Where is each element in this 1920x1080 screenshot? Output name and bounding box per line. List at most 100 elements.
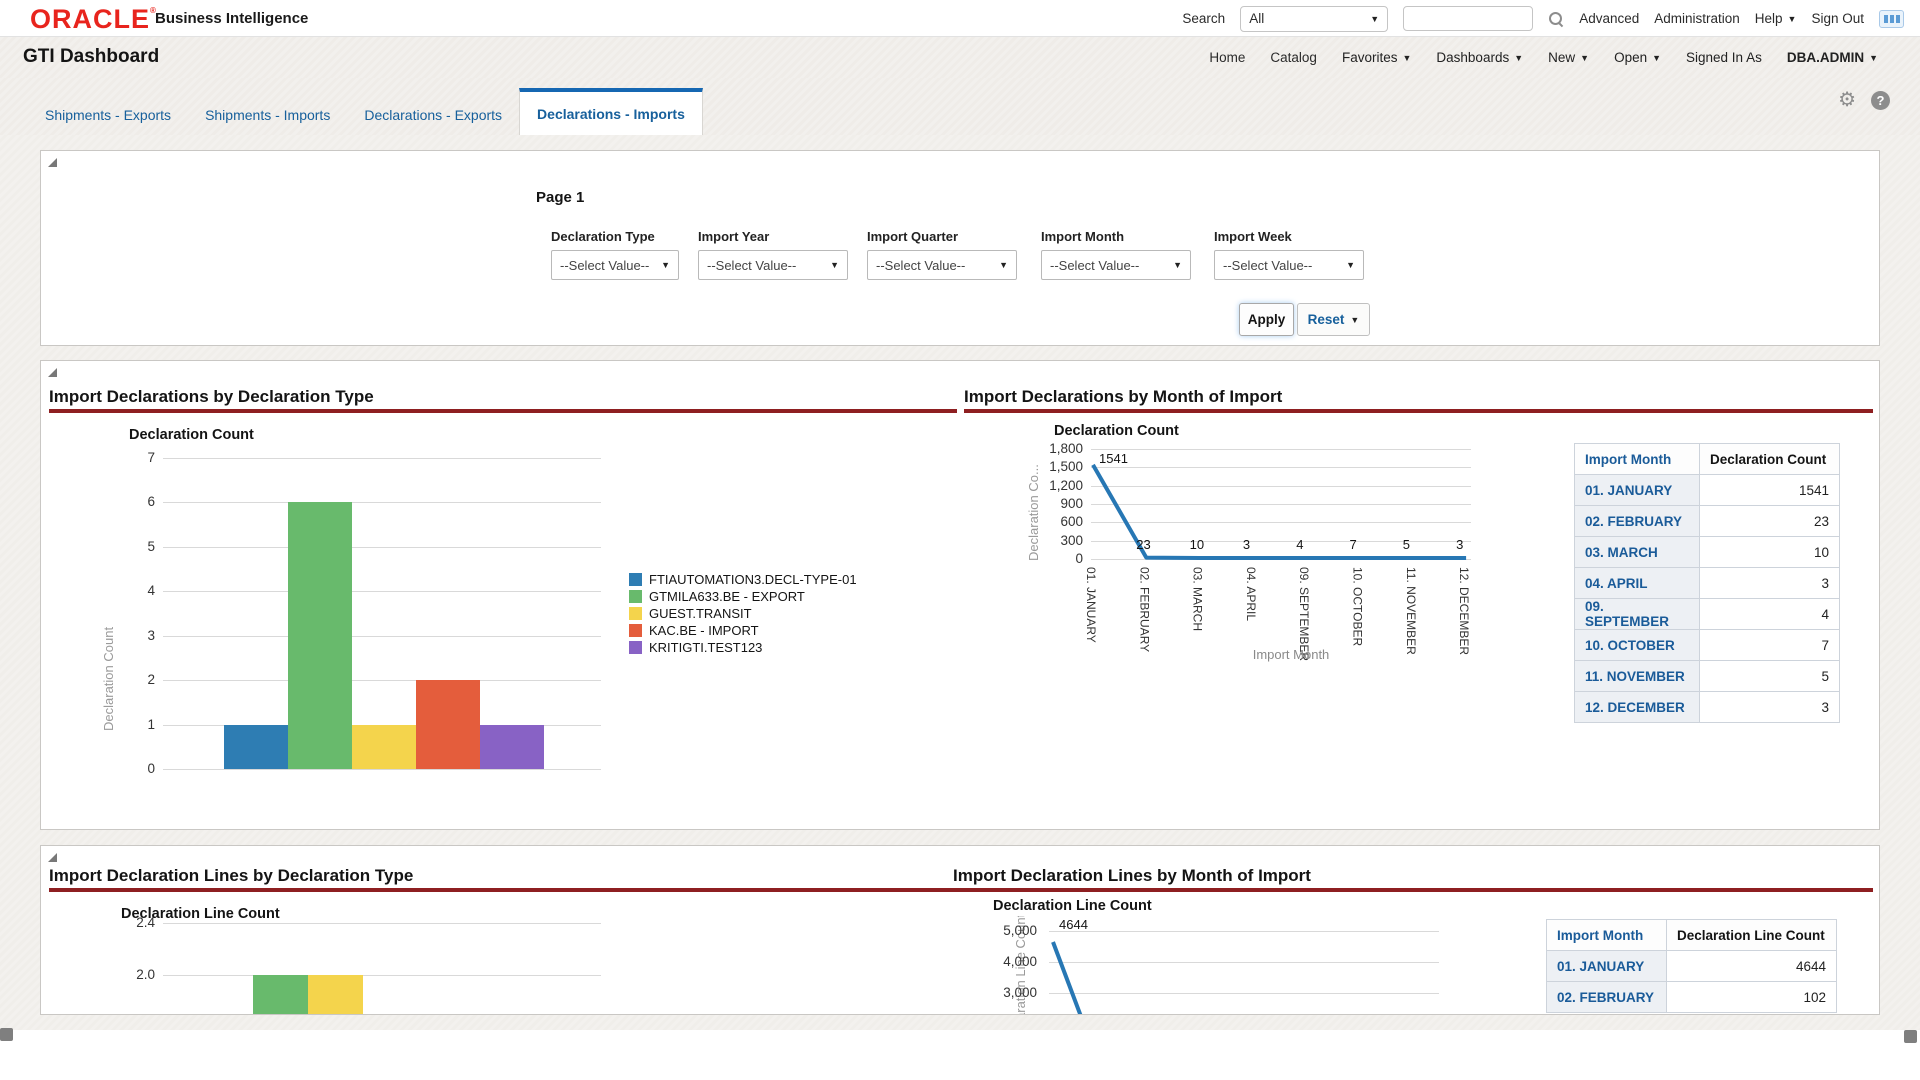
- x-tick-label: 03. MARCH: [1190, 567, 1205, 632]
- filter-select-import-quarter[interactable]: --Select Value--: [867, 250, 1017, 280]
- administration-link[interactable]: Administration: [1654, 11, 1740, 26]
- legend-label: GUEST.TRANSIT: [649, 606, 752, 621]
- filter-import-quarter: Import Quarter --Select Value--: [867, 229, 1017, 280]
- bar-kac-be-import[interactable]: [416, 680, 480, 769]
- collapse-icon[interactable]: [48, 158, 57, 167]
- data-label: 3: [1242, 537, 1251, 552]
- user-menu[interactable]: DBA.ADMIN: [1787, 50, 1878, 65]
- y-tick-label: 7: [147, 450, 155, 465]
- filter-select-declaration-type[interactable]: --Select Value--: [551, 250, 679, 280]
- section-title-declarations-by-month: Import Declarations by Month of Import: [964, 387, 1283, 406]
- table-row: 04. APRIL 3: [1574, 567, 1840, 599]
- filter-select-import-month[interactable]: --Select Value--: [1041, 250, 1191, 280]
- month-link-03-march[interactable]: 03. MARCH: [1574, 536, 1700, 568]
- count-column-header: Declaration Count: [1699, 443, 1840, 475]
- x-tick-label: 10. OCTOBER: [1350, 567, 1365, 647]
- gridline: [1091, 449, 1471, 450]
- x-tick-label: 11. NOVEMBER: [1403, 567, 1418, 655]
- dashboards-menu[interactable]: Dashboards: [1436, 50, 1523, 65]
- tab-shipments-exports[interactable]: Shipments - Exports: [45, 107, 172, 123]
- month-link-02-february[interactable]: 02. FEBRUARY: [1574, 505, 1700, 537]
- count-value: 5: [1699, 660, 1840, 692]
- new-menu[interactable]: New: [1548, 50, 1589, 65]
- count-value: 3: [1699, 691, 1840, 723]
- y-tick-label: 300: [1060, 532, 1083, 548]
- legend-swatch: [629, 641, 642, 654]
- table-row: 11. NOVEMBER 5: [1574, 660, 1840, 692]
- bar-chart2-plot: 2.4 2.0: [136, 915, 601, 1014]
- charts-panel-bottom: Import Declaration Lines by Declaration …: [40, 845, 1880, 1015]
- search-input[interactable]: [1403, 6, 1534, 31]
- month-link-12-december[interactable]: 12. DECEMBER: [1574, 691, 1700, 723]
- month-link-04-april[interactable]: 04. APRIL: [1574, 567, 1700, 599]
- data-label: 7: [1349, 537, 1357, 552]
- gear-icon[interactable]: [1838, 90, 1856, 110]
- filter-select-value: --Select Value--: [1223, 257, 1313, 273]
- scrollbar-left-arrow[interactable]: [0, 1028, 13, 1041]
- favorites-menu-label: Favorites: [1341, 50, 1398, 65]
- collapse-icon[interactable]: [48, 853, 57, 862]
- chevron-down-icon: [1173, 260, 1182, 270]
- catalog-link[interactable]: Catalog: [1270, 50, 1317, 65]
- legend-swatch: [629, 624, 642, 637]
- favorites-menu[interactable]: Favorites: [1342, 50, 1411, 65]
- declaration-count-line-series[interactable]: [1091, 449, 1471, 564]
- table-row: 12. DECEMBER 3: [1574, 691, 1840, 723]
- month-link-09-september[interactable]: 09. SEPTEMBER: [1574, 598, 1700, 630]
- declaration-line-count-line-series[interactable]: [1049, 929, 1439, 1015]
- scrollbar-right-arrow[interactable]: [1904, 1030, 1917, 1043]
- table-row: 10. OCTOBER 7: [1574, 629, 1840, 661]
- month-link-02-february[interactable]: 02. FEBRUARY: [1546, 981, 1667, 1013]
- gridline: [1049, 931, 1439, 932]
- y-tick-label: 5: [147, 538, 155, 554]
- chevron-down-icon: [1869, 53, 1878, 63]
- line-chart-title: Declaration Count: [1054, 423, 1179, 439]
- help-icon[interactable]: [1871, 90, 1890, 110]
- bar-guest-transit[interactable]: [308, 975, 363, 1014]
- month-link-10-october[interactable]: 10. OCTOBER: [1574, 629, 1700, 661]
- filter-select-import-year[interactable]: --Select Value--: [698, 250, 848, 280]
- filter-select-import-week[interactable]: --Select Value--: [1214, 250, 1364, 280]
- gridline: [163, 591, 601, 593]
- month-link-01-january[interactable]: 01. JANUARY: [1574, 474, 1700, 506]
- x-tick-label: 01. JANUARY: [1084, 567, 1098, 643]
- table-row: 01. JANUARY 1541: [1574, 474, 1840, 506]
- data-label: 4644: [1059, 917, 1088, 932]
- table-row: 01. JANUARY 4644: [1546, 950, 1837, 982]
- bar-ftiautomation3-decl-type-01[interactable]: [224, 724, 288, 769]
- y-tick-label: 1,800: [1049, 441, 1083, 456]
- home-link[interactable]: Home: [1209, 50, 1246, 65]
- month-link-01-january[interactable]: 01. JANUARY: [1546, 950, 1667, 982]
- bar-chart-y-axis-label: Declaration Count: [101, 626, 116, 731]
- bar-gtmila633-be-export[interactable]: [253, 975, 308, 1014]
- tab-declarations-exports[interactable]: Declarations - Exports: [364, 107, 503, 123]
- sign-out-link[interactable]: Sign Out: [1811, 11, 1864, 26]
- search-icon[interactable]: [1548, 11, 1564, 27]
- month-table-container: Import Month Declaration Count 01. JANUARY…: [1574, 443, 1840, 723]
- legend-item: GUEST.TRANSIT: [629, 605, 857, 622]
- table-header-row: Import Month Declaration Line Count: [1546, 919, 1837, 951]
- open-menu[interactable]: Open: [1614, 50, 1661, 65]
- apply-button[interactable]: Apply: [1239, 303, 1294, 336]
- tab-bar-icons: [1838, 90, 1890, 110]
- tab-declarations-imports[interactable]: Declarations - Imports: [519, 88, 703, 135]
- reset-button[interactable]: Reset: [1297, 303, 1370, 336]
- gridline: [163, 502, 601, 504]
- collapse-icon[interactable]: [48, 368, 57, 377]
- section-title-lines-by-month: Import Declaration Lines by Month of Imp…: [953, 866, 1311, 885]
- count-value: 4: [1699, 598, 1840, 630]
- bar-kritigti-test123[interactable]: [480, 724, 544, 769]
- bar-guest-transit[interactable]: [352, 724, 416, 769]
- bar-gtmila633-be-export[interactable]: [288, 502, 352, 769]
- search-scope-select[interactable]: All: [1240, 5, 1389, 32]
- month-link-11-november[interactable]: 11. NOVEMBER: [1574, 660, 1700, 692]
- quick-access-icon[interactable]: [1879, 9, 1904, 28]
- gridline: [1049, 993, 1439, 994]
- help-menu[interactable]: Help: [1755, 11, 1797, 26]
- tab-shipments-imports[interactable]: Shipments - Imports: [205, 107, 331, 123]
- advanced-link[interactable]: Advanced: [1579, 11, 1640, 26]
- gridline: [1091, 522, 1471, 524]
- data-label: 4: [1296, 537, 1304, 552]
- legend-item: FTIAUTOMATION3.DECL-TYPE-01: [629, 571, 857, 588]
- chevron-down-icon: [1788, 14, 1797, 24]
